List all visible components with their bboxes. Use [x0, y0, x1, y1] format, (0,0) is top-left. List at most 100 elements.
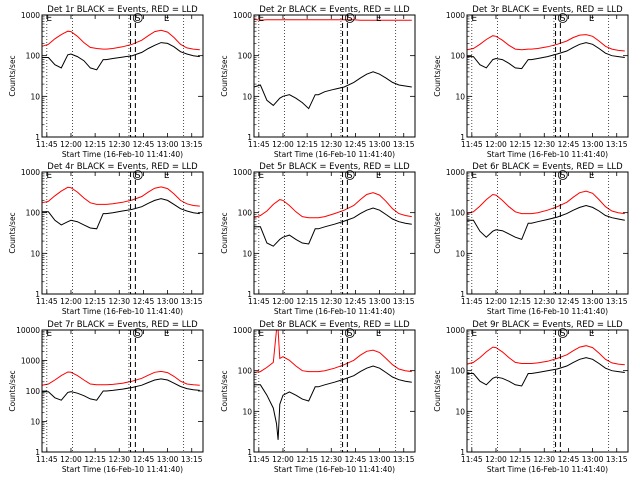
x-tick-label: 12:00 [272, 140, 294, 149]
y-tick-label: 1 [35, 133, 40, 142]
series-line-lld [41, 370, 200, 386]
x-tick-label: 13:00 [157, 455, 179, 464]
entry-marker-label: E [46, 14, 52, 24]
y-tick-label: 1 [35, 448, 40, 457]
x-tick-label: 11:45 [461, 140, 483, 149]
y-tick-label: 1 [247, 290, 252, 299]
x-tick-label: 12:30 [108, 297, 130, 306]
y-tick-label: 10 [242, 407, 252, 416]
x-tick-label: 12:00 [60, 297, 82, 306]
series-line-lld [253, 18, 412, 21]
axes-frame [466, 14, 629, 138]
x-tick-label: 11:45 [36, 140, 58, 149]
y-tick-label: 10 [242, 249, 252, 258]
x-tick-label: 12:15 [296, 297, 318, 306]
chart-title: Det 6r BLACK = Events, RED = LLD [472, 162, 623, 172]
y-axis-label: Counts/sec [220, 55, 229, 96]
entry-marker-label: E [164, 14, 170, 24]
x-tick-label: 12:30 [108, 140, 130, 149]
x-tick-label: 13:15 [606, 455, 628, 464]
x-tick-label: 12:30 [533, 455, 555, 464]
chart-title: Det 1r BLACK = Events, RED = LLD [47, 5, 198, 15]
x-tick-label: 13:00 [582, 140, 604, 149]
x-tick-label: 12:00 [60, 455, 82, 464]
series-line-lld [41, 29, 200, 51]
entry-marker-label: E [164, 329, 170, 339]
saa-marker-circle [557, 328, 568, 338]
x-tick-label: 12:45 [133, 140, 155, 149]
series-line-events [42, 198, 200, 230]
saa-marker-label: S [135, 329, 141, 339]
x-tick-label: 12:30 [108, 455, 130, 464]
x-tick-label: 11:45 [36, 297, 58, 306]
x-tick-label: 12:00 [485, 455, 507, 464]
x-tick-label: 12:45 [558, 140, 580, 149]
y-tick-label: 1000 [233, 11, 252, 20]
x-axis-label: Start Time (16-Feb-10 11:41:40) [274, 150, 395, 159]
y-tick-label: 1000 [233, 168, 252, 177]
chart-title: Det 7r BLACK = Events, RED = LLD [47, 320, 198, 330]
y-axis-label: Counts/sec [433, 55, 442, 96]
y-tick-label: 100 [26, 209, 41, 218]
saa-marker-label: S [347, 14, 353, 24]
saa-marker-label: S [560, 14, 566, 24]
y-tick-label: 1000 [446, 168, 465, 177]
y-tick-label: 1 [35, 290, 40, 299]
x-tick-label: 13:15 [393, 455, 415, 464]
y-tick-label: 100 [451, 367, 466, 376]
entry-marker-label: E [589, 329, 595, 339]
saa-marker-circle [344, 170, 355, 180]
series-line-events [254, 365, 412, 440]
x-tick-label: 12:30 [320, 140, 342, 149]
y-tick-label: 100 [26, 52, 41, 61]
series-line-lld [253, 329, 412, 373]
series-line-events [253, 71, 412, 110]
axes-frame [253, 14, 416, 138]
y-axis-label: Counts/sec [8, 212, 17, 253]
series-line-events [467, 357, 625, 387]
axes-frame [41, 171, 204, 295]
saa-marker-circle [344, 328, 355, 338]
series-line-lld [466, 345, 625, 366]
y-tick-label: 100 [451, 209, 466, 218]
y-tick-label: 10 [455, 92, 465, 101]
axes-frame [466, 171, 629, 295]
y-tick-label: 1000 [446, 11, 465, 20]
x-tick-label: 13:15 [606, 140, 628, 149]
y-tick-label: 10000 [16, 326, 40, 335]
x-tick-label: 13:15 [606, 297, 628, 306]
x-tick-label: 12:45 [558, 455, 580, 464]
x-tick-label: 13:15 [181, 455, 203, 464]
x-tick-label: 13:00 [157, 297, 179, 306]
y-tick-label: 1 [460, 290, 465, 299]
x-tick-label: 13:00 [369, 297, 391, 306]
x-tick-label: 12:45 [345, 140, 367, 149]
x-tick-label: 12:00 [272, 455, 294, 464]
entry-marker-label: E [258, 14, 264, 24]
series-line-events [467, 42, 625, 70]
x-axis-label: Start Time (16-Feb-10 11:41:40) [62, 307, 183, 316]
saa-marker-label: S [135, 14, 141, 24]
y-tick-label: 1000 [446, 326, 465, 335]
x-tick-label: 12:15 [84, 297, 106, 306]
x-axis-label: Start Time (16-Feb-10 11:41:40) [487, 150, 608, 159]
saa-marker-circle [557, 170, 568, 180]
x-tick-label: 13:00 [582, 297, 604, 306]
y-tick-label: 1000 [21, 11, 40, 20]
x-tick-label: 12:15 [296, 455, 318, 464]
y-tick-label: 1 [247, 133, 252, 142]
saa-marker-circle [344, 13, 355, 23]
chart-title: Det 9r BLACK = Events, RED = LLD [472, 320, 623, 330]
entry-marker-label: E [471, 329, 477, 339]
x-tick-label: 13:15 [181, 297, 203, 306]
series-line-lld [466, 190, 625, 215]
series-line-lld [253, 192, 412, 219]
x-tick-label: 12:30 [533, 297, 555, 306]
x-tick-label: 13:00 [369, 140, 391, 149]
x-tick-label: 12:00 [485, 297, 507, 306]
axes-frame [466, 329, 629, 453]
chart-title: Det 2r BLACK = Events, RED = LLD [259, 5, 410, 15]
x-axis-label: Start Time (16-Feb-10 11:41:40) [62, 150, 183, 159]
